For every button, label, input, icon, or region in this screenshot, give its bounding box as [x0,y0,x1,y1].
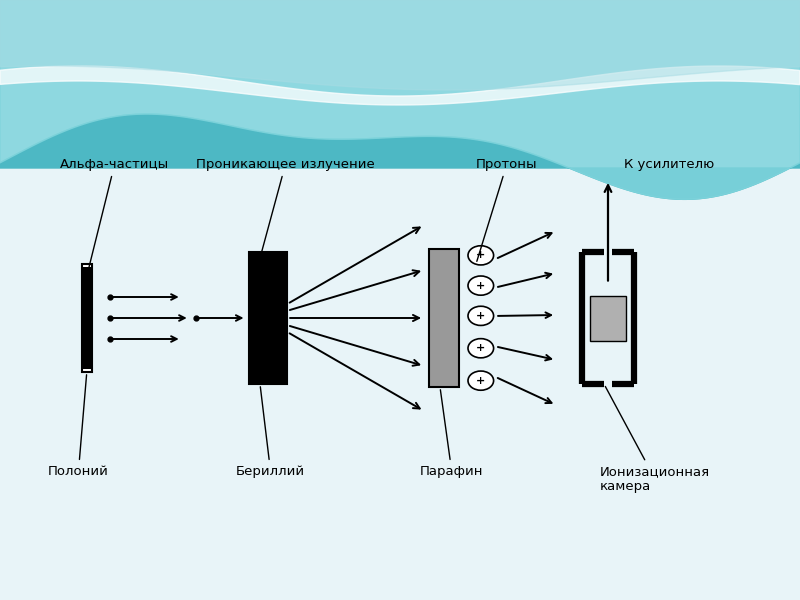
Bar [590,295,626,340]
Circle shape [468,338,494,358]
Text: К усилителю: К усилителю [624,158,714,171]
Bar [82,264,92,372]
Text: Полоний: Полоний [48,375,109,478]
Circle shape [468,371,494,390]
Circle shape [468,276,494,295]
Text: Проникающее излучение: Проникающее излучение [196,158,374,256]
Text: Бериллий: Бериллий [236,387,305,478]
Text: +: + [476,281,486,290]
Text: +: + [476,250,486,260]
Text: Протоны: Протоны [476,158,538,262]
Text: +: + [476,343,486,353]
Text: +: + [476,376,486,386]
Bar [82,267,91,369]
Text: Ионизационная
камера: Ионизационная камера [600,386,710,493]
Text: Альфа-частицы: Альфа-частицы [60,158,169,274]
Circle shape [468,306,494,325]
Bar [249,252,287,384]
Bar [429,249,459,387]
Text: +: + [476,311,486,321]
Circle shape [468,246,494,265]
Text: Парафин: Парафин [420,390,483,478]
